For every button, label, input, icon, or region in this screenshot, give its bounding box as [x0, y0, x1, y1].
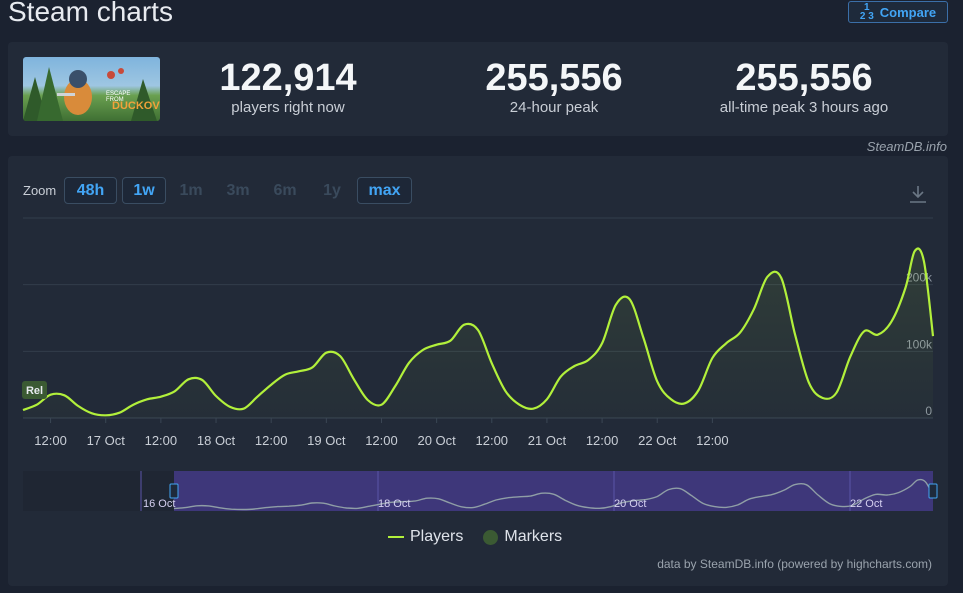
players-line [22, 247, 935, 417]
stat-alltime-peak-value: 255,556 [735, 57, 873, 99]
navigator-date-label: 20 Oct [614, 498, 646, 510]
x-tick-label: 12:00 [476, 433, 509, 448]
legend-markers-label: Markers [504, 528, 563, 545]
x-tick-label: 12:00 [255, 433, 288, 448]
rel-marker[interactable]: Rel [22, 381, 47, 399]
zoom-1w-button[interactable]: 1w [122, 177, 166, 204]
rel-marker-label: Rel [26, 385, 43, 397]
stats-panel: ESCAPE FROM DUCKOV 122,914 players right… [8, 42, 948, 136]
download-icon[interactable] [908, 184, 928, 204]
x-tick-label: 12:00 [586, 433, 619, 448]
legend-players[interactable]: Players [388, 528, 463, 546]
navigator-left-handle[interactable] [169, 483, 179, 499]
x-tick-label: 12:00 [145, 433, 178, 448]
x-tick-label: 18 Oct [197, 433, 236, 448]
chart-legend: Players Markers [388, 528, 562, 546]
navigator-date-label: 22 Oct [850, 498, 882, 510]
navigator-right-handle[interactable] [928, 483, 938, 499]
zoom-6m-button[interactable]: 6m [273, 181, 297, 199]
stat-24h-peak-label: 24-hour peak [509, 99, 599, 116]
legend-players-swatch [388, 536, 404, 538]
navigator-date-label: 18 Oct [378, 498, 410, 510]
zoom-label: Zoom [23, 183, 57, 198]
x-tick-label: 17 Oct [87, 433, 126, 448]
game-thumbnail-art: ESCAPE FROM DUCKOV [23, 67, 160, 121]
x-tick-label: 21 Oct [528, 433, 567, 448]
zoom-3m-button[interactable]: 3m [226, 181, 250, 199]
svg-text:FROM: FROM [106, 97, 124, 103]
legend-markers-swatch [483, 529, 499, 545]
navigator-date-label: 16 Oct [143, 498, 175, 510]
highcharts-credit[interactable]: data by SteamDB.info (powered by highcha… [657, 557, 932, 571]
chart-panel: Zoom 48h 1w 1m 3m 6m 1y max 0100k200k Re… [8, 156, 948, 586]
compare-label: Compare [879, 4, 937, 20]
svg-text:DUCKOV: DUCKOV [112, 100, 160, 112]
x-tick-label: 12:00 [365, 433, 398, 448]
x-tick-label: 19 Oct [307, 433, 346, 448]
stat-current-value: 122,914 [219, 57, 357, 99]
stat-current: 122,914 players right now [168, 58, 408, 116]
zoom-1y-button[interactable]: 1y [323, 181, 341, 199]
players-area [23, 248, 933, 418]
navigator-selection[interactable] [174, 471, 933, 511]
stat-alltime-peak: 255,556 all-time peak 3 hours ago [684, 58, 924, 116]
zoom-48h-button[interactable]: 48h [64, 177, 117, 204]
zoom-max-button[interactable]: max [357, 177, 412, 204]
navigator-line [173, 478, 934, 511]
x-tick-label: 20 Oct [417, 433, 456, 448]
x-tick-label: 12:00 [696, 433, 729, 448]
steamdb-credit[interactable]: SteamDB.info [866, 139, 947, 154]
stat-24h-peak-value: 255,556 [485, 57, 623, 99]
x-tick-label: 22 Oct [638, 433, 677, 448]
legend-markers[interactable]: Markers [483, 528, 562, 546]
x-tick-label: 12:00 [34, 433, 67, 448]
game-thumbnail[interactable]: ESCAPE FROM DUCKOV [23, 57, 160, 121]
svg-text:ESCAPE: ESCAPE [106, 91, 130, 97]
stat-current-label: players right now [231, 99, 345, 116]
zoom-1m-button[interactable]: 1m [179, 181, 203, 199]
stat-alltime-peak-label: all-time peak 3 hours ago [719, 99, 889, 116]
legend-players-label: Players [410, 528, 464, 545]
stat-24h-peak: 255,556 24-hour peak [434, 58, 674, 116]
page-title: Steam charts [8, 0, 173, 27]
